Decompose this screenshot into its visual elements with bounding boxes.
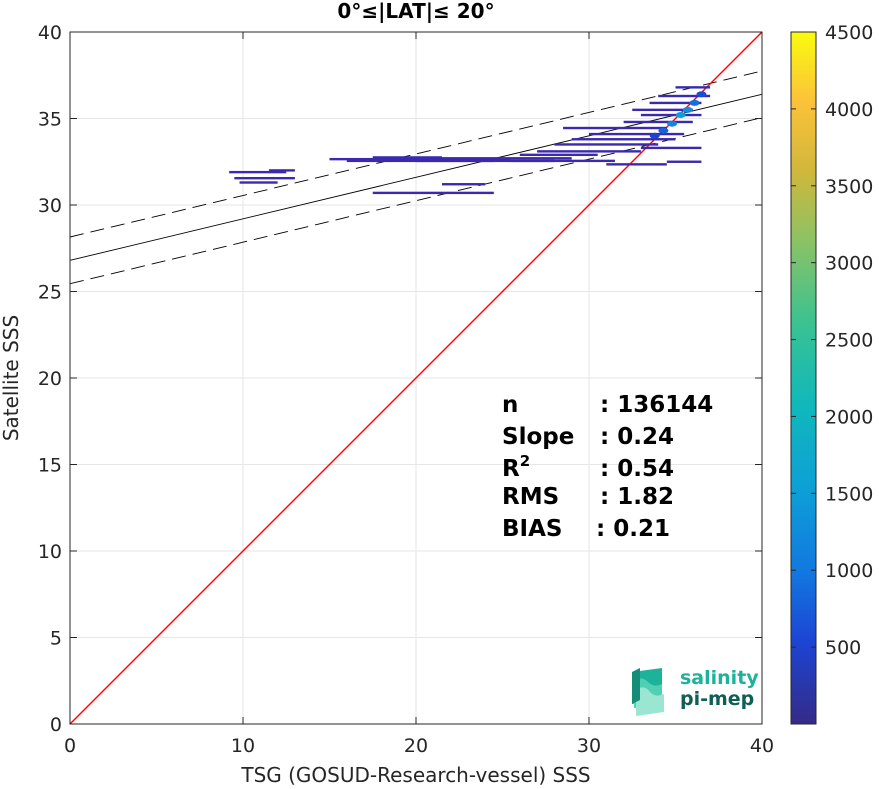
density-core <box>675 112 686 119</box>
cbar-tick-label: 2500 <box>825 330 873 352</box>
density-segment <box>589 132 685 136</box>
density-segment <box>571 138 676 141</box>
stat-label-sup: 2 <box>520 452 530 470</box>
stat-value: : 0.21 <box>596 516 670 542</box>
density-segment <box>234 176 295 180</box>
logo: salinity pi-mep <box>632 667 759 716</box>
density-segment <box>554 143 659 146</box>
colorbar-ticks: 500 1000 1500 2000 2500 3000 3500 4000 4500 <box>791 22 873 659</box>
density-segment <box>640 146 702 150</box>
density-segment <box>329 157 512 161</box>
density-segment <box>268 169 295 172</box>
density-segment <box>563 126 667 130</box>
density-core <box>658 127 669 134</box>
density-segment <box>416 159 555 163</box>
x-tick-label: 20 <box>404 735 428 757</box>
density-core <box>689 99 700 106</box>
density-segment <box>441 183 486 186</box>
density-segment <box>606 163 667 166</box>
cbar-tick-label: 500 <box>825 637 861 659</box>
density-segment <box>519 153 598 157</box>
colorbar <box>791 32 816 724</box>
y-axis: 0 5 10 15 20 25 30 35 40 <box>38 22 762 736</box>
cbar-tick-label: 2000 <box>825 406 873 428</box>
colorbar-frame <box>790 31 817 725</box>
x-tick-label: 30 <box>577 735 601 757</box>
density-segment <box>658 94 711 98</box>
stat-label: Slope <box>502 424 574 450</box>
density-segment <box>372 191 494 195</box>
fit-upper-line <box>70 70 762 238</box>
y-tick-label: 15 <box>38 455 62 477</box>
density-segment <box>537 150 641 153</box>
density-segment <box>649 101 702 105</box>
x-axis-label: TSG (GOSUD-Research-vessel) SSS <box>240 763 590 787</box>
density-segment <box>640 113 702 117</box>
y-axis-label: Satellite SSS <box>0 315 23 441</box>
cbar-tick-label: 1000 <box>825 560 873 582</box>
cbar-tick-label: 4500 <box>825 22 873 44</box>
density-segment <box>229 170 287 174</box>
y-tick-label: 0 <box>50 714 62 736</box>
stat-value: : 0.24 <box>600 424 674 450</box>
stat-label: RMS <box>502 484 559 510</box>
stat-value: : 1.82 <box>600 484 674 510</box>
stat-value: : 136144 <box>600 392 713 418</box>
y-tick-label: 5 <box>50 628 62 650</box>
density-core <box>682 106 693 113</box>
chart-title: 0°≤|LAT|≤ 20° <box>337 0 494 23</box>
stat-value: : 0.54 <box>600 456 674 482</box>
density-segment <box>666 160 702 163</box>
y-tick-label: 40 <box>38 22 62 44</box>
y-tick-label: 20 <box>38 368 62 390</box>
density-segment <box>623 120 693 124</box>
density-segment <box>433 157 572 160</box>
density-segment <box>372 156 442 159</box>
y-tick-label: 25 <box>38 282 62 304</box>
density-core <box>667 120 678 127</box>
cbar-tick-label: 3500 <box>825 176 873 198</box>
density-segment <box>632 108 693 112</box>
density-points <box>229 86 711 195</box>
logo-line1: salinity <box>680 667 759 689</box>
stat-label: n <box>502 392 518 418</box>
cbar-tick-label: 1500 <box>825 483 873 505</box>
density-segment <box>239 181 278 184</box>
density-segment <box>511 159 615 163</box>
y-tick-label: 35 <box>38 109 62 131</box>
salinity-logo-icon <box>632 668 664 716</box>
cbar-tick-label: 3000 <box>825 253 873 275</box>
cbar-tick-label: 4000 <box>825 99 873 121</box>
density-core <box>649 132 660 139</box>
x-tick-label: 40 <box>750 735 774 757</box>
x-tick-label: 10 <box>231 735 255 757</box>
stat-label: BIAS <box>502 516 562 542</box>
density-core <box>696 91 707 98</box>
x-axis: 0 10 20 30 40 <box>64 32 774 757</box>
logo-line2: pi-mep <box>680 688 754 710</box>
y-tick-label: 10 <box>38 541 62 563</box>
x-tick-label: 0 <box>64 735 76 757</box>
density-segment <box>675 86 711 89</box>
y-tick-label: 30 <box>38 195 62 217</box>
